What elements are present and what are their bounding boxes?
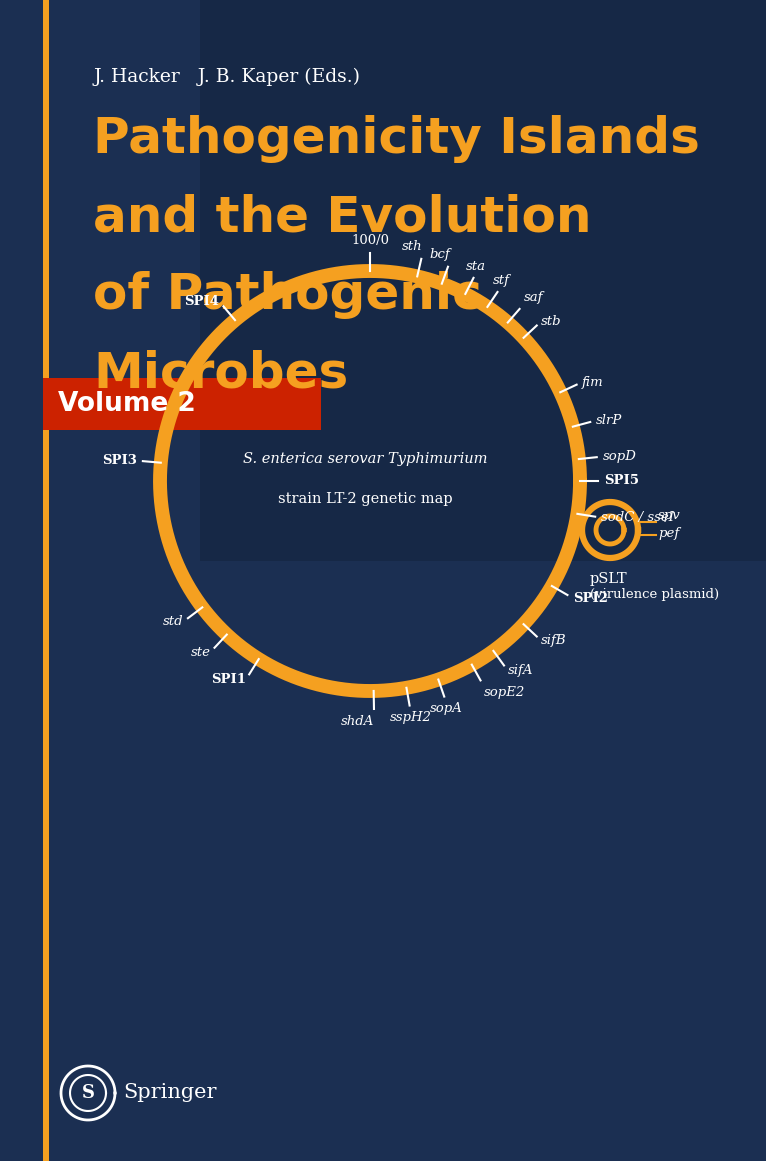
- Text: strain LT-2 genetic map: strain LT-2 genetic map: [278, 492, 452, 506]
- Bar: [43, 378, 321, 430]
- Text: (virulence plasmid): (virulence plasmid): [590, 587, 719, 601]
- Text: of Pathogenic: of Pathogenic: [93, 271, 482, 319]
- Text: S. enterica serovar Typhimurium: S. enterica serovar Typhimurium: [243, 452, 487, 466]
- Text: SPI3: SPI3: [102, 454, 137, 467]
- Text: Springer: Springer: [123, 1083, 217, 1103]
- Text: sth: sth: [402, 240, 423, 253]
- Text: Microbes: Microbes: [93, 349, 349, 397]
- Text: SPI5: SPI5: [604, 475, 639, 488]
- Text: SPI4: SPI4: [185, 295, 220, 309]
- Text: bcf: bcf: [429, 248, 450, 261]
- Text: sodC / sseI: sodC / sseI: [601, 511, 674, 524]
- Text: slrP: slrP: [596, 414, 622, 427]
- Text: pSLT: pSLT: [590, 572, 627, 586]
- Text: 100/0: 100/0: [351, 235, 389, 247]
- Text: shdA: shdA: [341, 715, 374, 728]
- Bar: [43, 0, 49, 1161]
- Text: Pathogenicity Islands: Pathogenicity Islands: [93, 115, 700, 163]
- Text: spv: spv: [658, 510, 681, 522]
- Text: std: std: [162, 615, 183, 628]
- Text: sspH2: sspH2: [390, 712, 431, 724]
- Text: stf: stf: [493, 274, 509, 287]
- Text: sifA: sifA: [508, 664, 533, 677]
- Text: sta: sta: [466, 260, 486, 273]
- Text: sopA: sopA: [430, 702, 463, 715]
- Text: pef: pef: [658, 526, 679, 540]
- Text: stb: stb: [541, 315, 561, 327]
- Text: sifB: sifB: [541, 634, 567, 647]
- Bar: [200, 0, 766, 561]
- Text: SPI1: SPI1: [211, 673, 246, 686]
- Text: ste: ste: [191, 646, 211, 658]
- Text: SPI2: SPI2: [573, 591, 607, 605]
- Text: fim: fim: [582, 376, 604, 389]
- Text: sopD: sopD: [603, 450, 637, 463]
- Text: and the Evolution: and the Evolution: [93, 193, 591, 241]
- Text: Volume 2: Volume 2: [58, 391, 196, 417]
- Text: saf: saf: [523, 291, 543, 304]
- Text: sopE2: sopE2: [483, 686, 525, 699]
- Text: S: S: [81, 1084, 94, 1102]
- Text: J. Hacker   J. B. Kaper (Eds.): J. Hacker J. B. Kaper (Eds.): [93, 68, 360, 86]
